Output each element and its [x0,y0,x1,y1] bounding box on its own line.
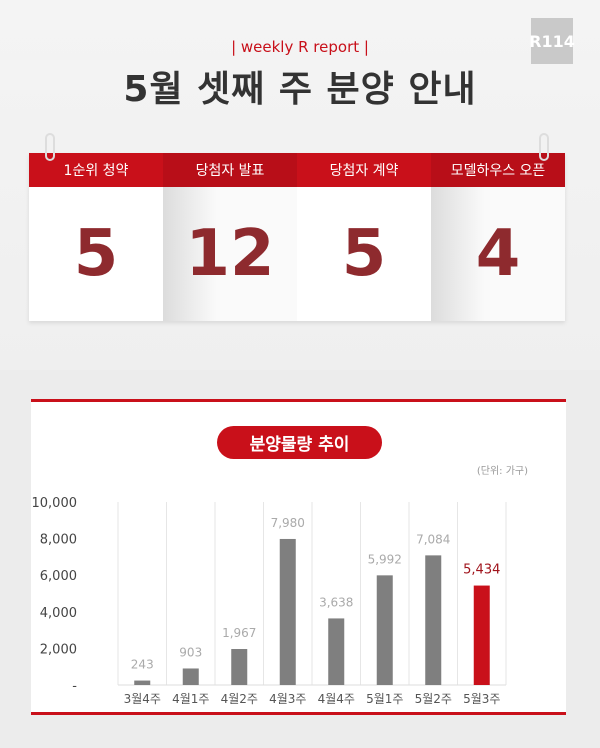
x-tick-label: 5월1주 [366,692,403,706]
r114-logo: R114 [529,18,575,64]
data-label: 5,434 [463,563,500,578]
ring-icon [45,133,55,161]
bar [279,538,296,685]
y-tick-label: 2,000 [40,642,77,657]
bar [182,668,199,685]
card-value: 4 [431,187,565,321]
data-label: 1,967 [222,626,256,640]
x-tick-label: 5월3주 [463,692,500,706]
bar-chart: - 2,000 4,000 6,000 8,000 10,000 243 3월4주 903 4월1… [32,496,507,706]
header-area: R114 | weekly R report | 5월 셋째 주 분양 안내 1… [0,0,600,370]
x-tick-label: 4월1주 [172,692,209,706]
subtitle: | weekly R report | [231,38,369,56]
card-model-house: 모델하우스 오픈 4 [431,153,565,321]
x-tick-label: 4월4주 [318,692,355,706]
card-winner-announcement: 당첨자 발표 12 [163,153,297,321]
bar [231,649,248,685]
y-tick-label: 6,000 [40,569,77,584]
card-label: 당첨자 계약 [297,153,431,187]
bar [425,555,442,685]
x-tick-label: 3월4주 [124,692,161,706]
data-label: 243 [131,658,154,672]
page-title: 5월 셋째 주 분양 안내 [123,69,477,110]
ring-icon [539,133,549,161]
card-label: 당첨자 발표 [163,153,297,187]
y-tick-label: 10,000 [32,496,78,511]
schedule-cards: 1순위 청약 5 당첨자 발표 12 당첨자 계약 5 모델하우스 오픈 4 [29,133,565,321]
data-label: 7,980 [271,516,305,530]
card-winner-contract: 당첨자 계약 5 [297,153,431,321]
y-tick-label: 8,000 [40,533,77,548]
card-value: 5 [29,187,163,321]
data-label: 7,084 [416,532,450,546]
y-tick-label: - [72,679,77,694]
unit-label: (단위: 가구) [476,466,528,477]
data-label: 5,992 [368,552,402,566]
x-tick-label: 4월2주 [221,692,258,706]
y-tick-label: 4,000 [40,606,77,621]
bar [134,680,151,685]
card-value: 12 [163,187,297,321]
data-label: 903 [179,645,202,659]
bar [473,585,490,685]
card-label: 모델하우스 오픈 [431,153,565,187]
bar [328,618,345,685]
chart-panel: 분양물량 추이 (단위: 가구) - 2,000 4,000 6,000 8,000 10… [31,399,566,715]
bar [376,575,393,685]
x-tick-label: 4월3주 [269,692,306,706]
card-value: 5 [297,187,431,321]
chart-title: 분양물량 추이 [217,426,382,459]
x-tick-label: 5월2주 [415,692,452,706]
data-label: 3,638 [319,595,353,609]
card-first-subscription: 1순위 청약 5 [29,153,163,321]
